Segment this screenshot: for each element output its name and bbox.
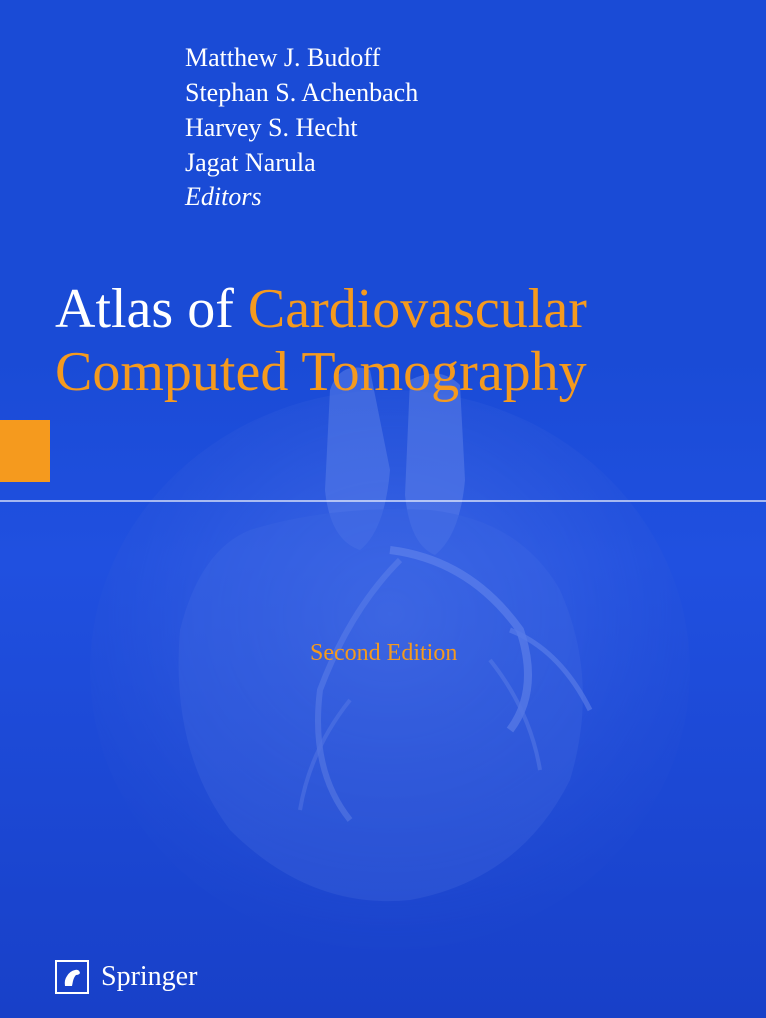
editor-name: Stephan S. Achenbach bbox=[185, 75, 418, 110]
publisher-name: Springer bbox=[101, 961, 197, 993]
title-line-1: Atlas of Cardiovascular bbox=[55, 280, 587, 339]
edition-label: Second Edition bbox=[310, 640, 457, 667]
accent-bar bbox=[0, 420, 50, 482]
editors-label: Editors bbox=[185, 182, 418, 212]
editor-name: Matthew J. Budoff bbox=[185, 40, 418, 75]
publisher-block: Springer bbox=[55, 960, 197, 994]
editor-name: Harvey S. Hecht bbox=[185, 110, 418, 145]
title-prefix: Atlas of bbox=[55, 278, 248, 340]
title-highlight-1: Cardiovascular bbox=[248, 278, 587, 340]
book-title: Atlas of Cardiovascular Computed Tomogra… bbox=[55, 280, 587, 402]
editors-block: Matthew J. Budoff Stephan S. Achenbach H… bbox=[185, 40, 418, 212]
divider-rule bbox=[0, 500, 766, 502]
springer-horse-icon bbox=[55, 960, 89, 994]
title-line-2: Computed Tomography bbox=[55, 343, 587, 402]
editor-name: Jagat Narula bbox=[185, 145, 418, 180]
